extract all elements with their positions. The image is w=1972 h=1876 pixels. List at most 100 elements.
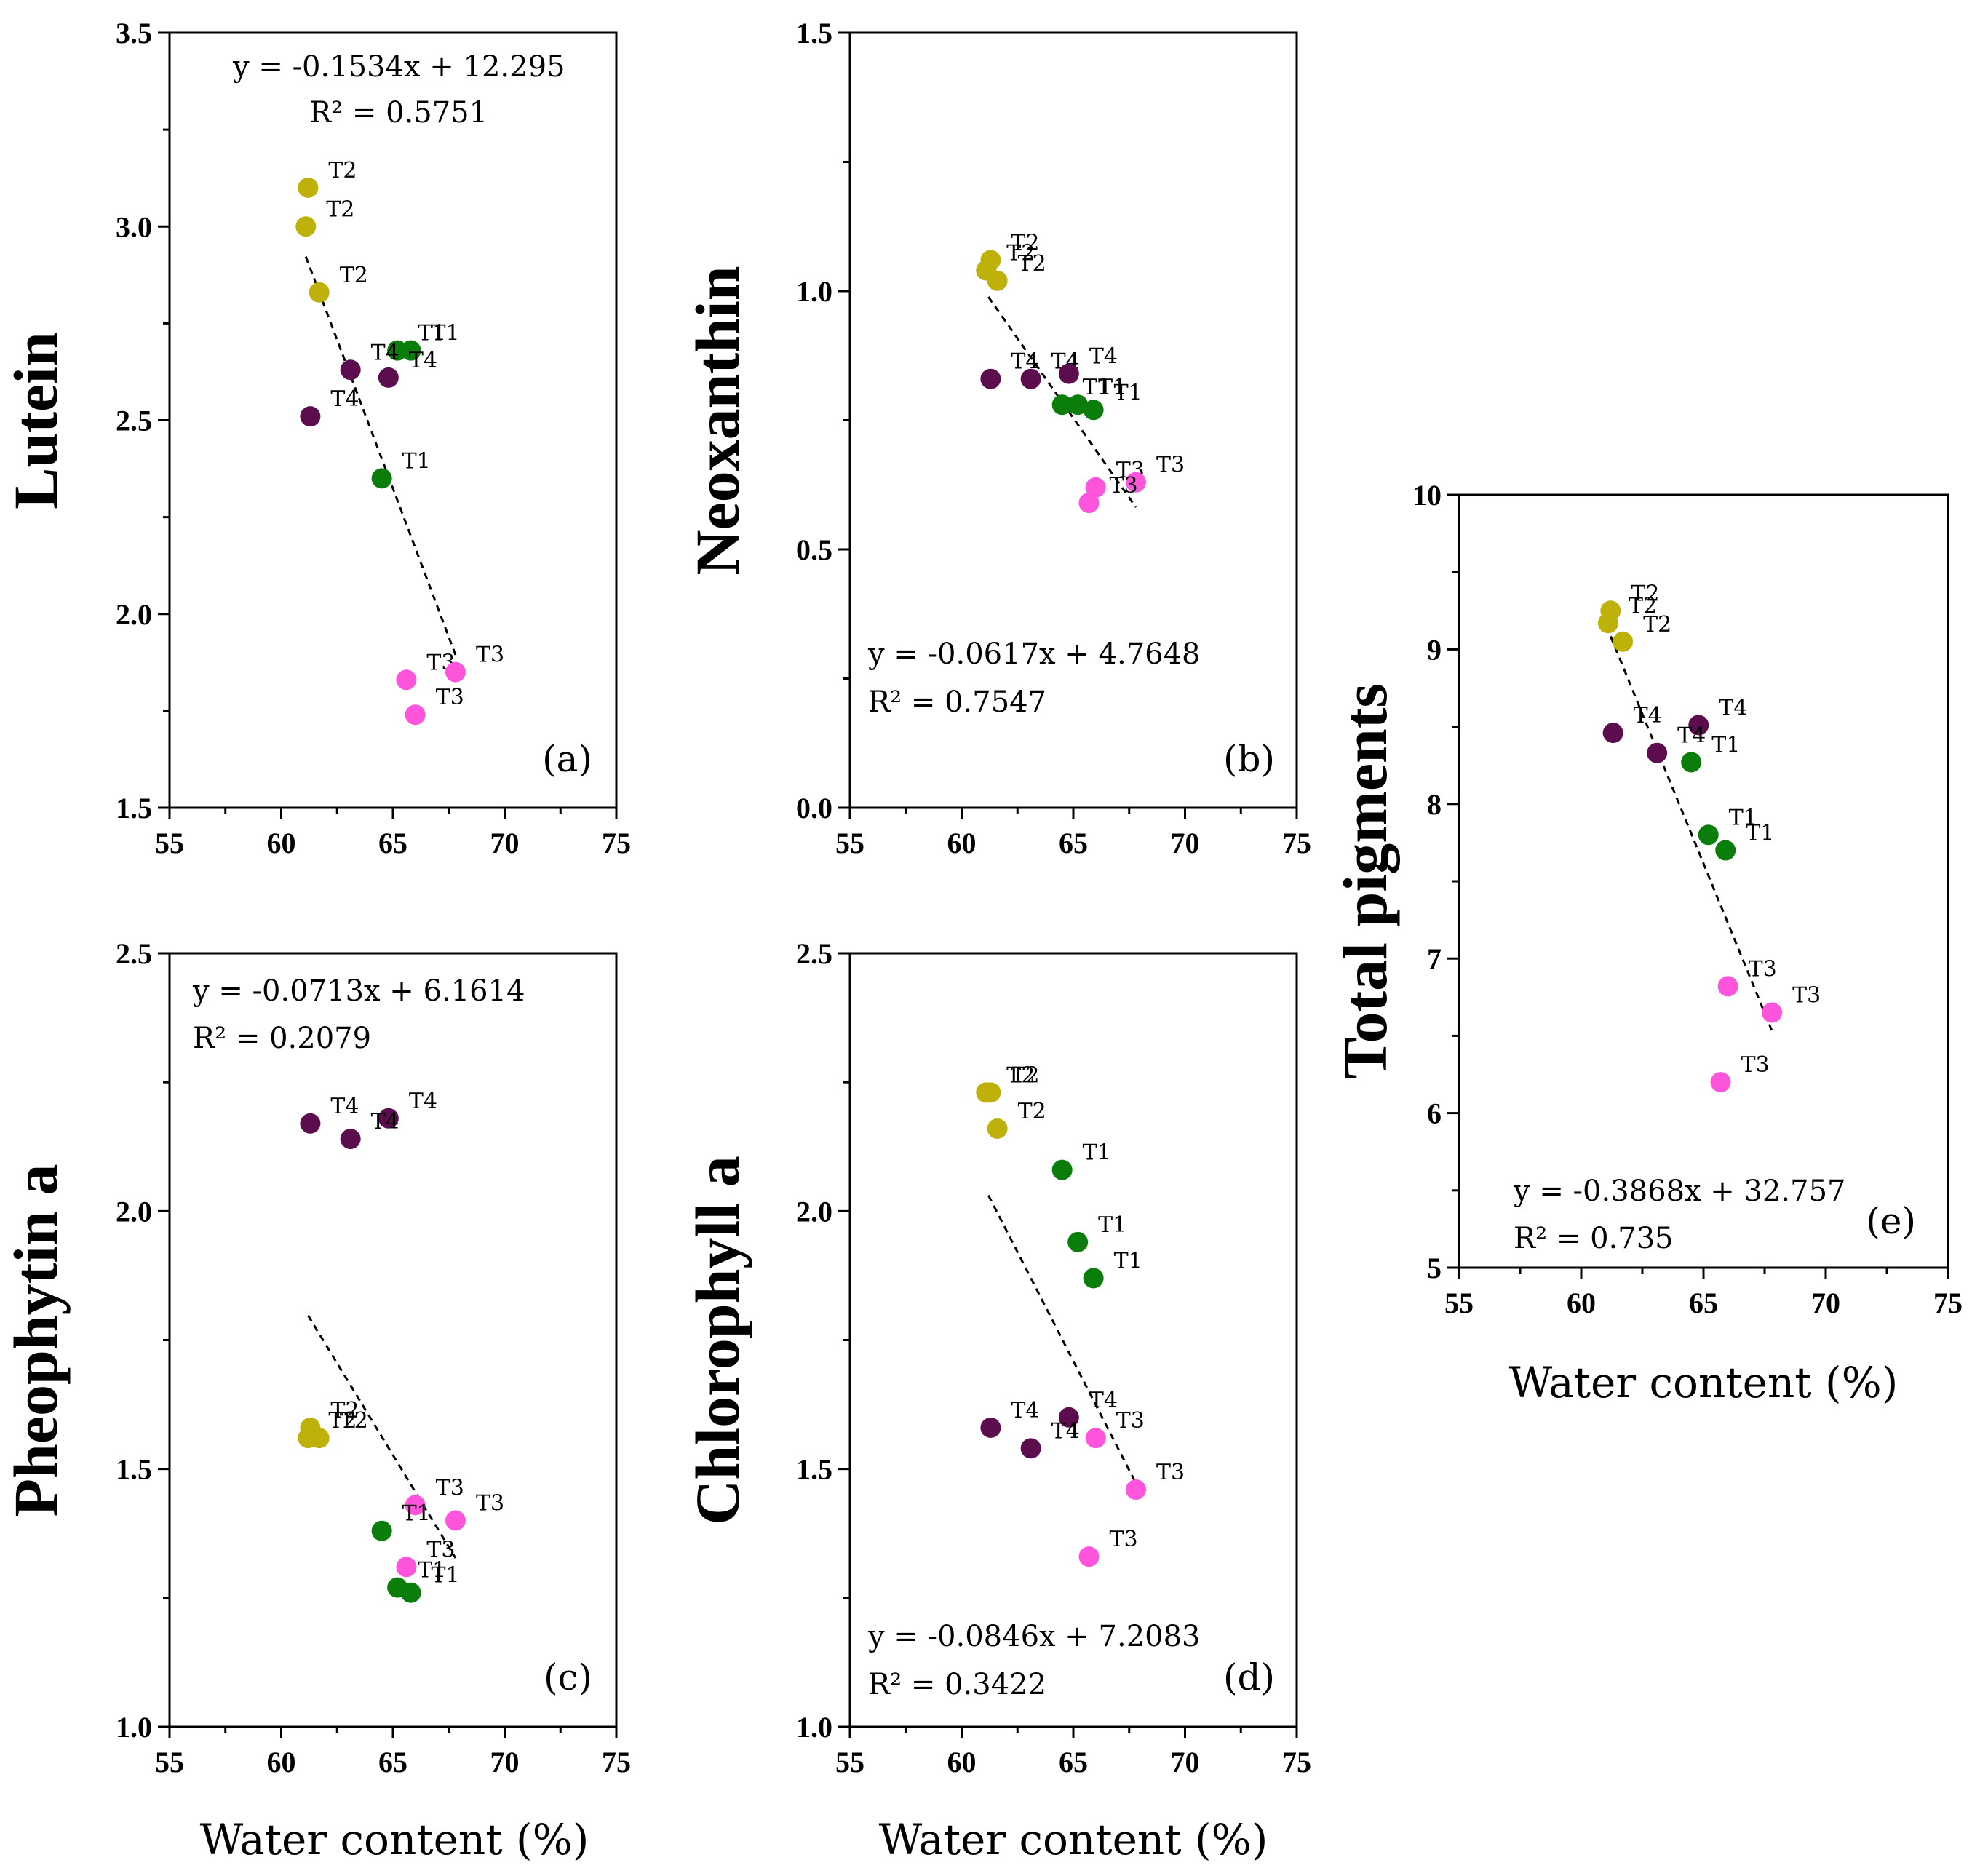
r-squared: R² = 0.735 <box>1514 1222 1674 1255</box>
data-point-t2 <box>987 270 1008 291</box>
point-label: T1 <box>432 1563 460 1589</box>
data-point-t2 <box>309 1428 330 1449</box>
point-label: T4 <box>1089 344 1118 370</box>
point-label: T3 <box>1792 983 1821 1009</box>
y-tick-label: 1.5 <box>116 1453 152 1486</box>
y-tick-label: 1.5 <box>796 1453 832 1486</box>
point-label: T2 <box>1018 1099 1046 1124</box>
point-label: T4 <box>371 1109 399 1134</box>
data-point-t1 <box>371 1520 392 1541</box>
r-squared: R² = 0.7547 <box>868 685 1046 719</box>
trend-line <box>1609 635 1773 1032</box>
y-tick-label: 0.0 <box>796 792 832 824</box>
data-point-t4 <box>340 1129 361 1150</box>
regression-equation: y = -0.1534x + 12.295 <box>232 50 565 84</box>
panel-d: 55 60 65 70 75 1.0 1.5 2.0 2.5 Chlorophyll a Water… <box>683 937 1311 1864</box>
y-tick-label: 1.5 <box>116 792 152 824</box>
data-point-t1 <box>1051 394 1073 416</box>
trend-line <box>304 256 457 656</box>
data-point-t2 <box>980 1082 1001 1103</box>
y-tick-label: 5 <box>1427 1252 1442 1284</box>
y-tick-label: 2.5 <box>796 937 832 970</box>
x-tick-label: 70 <box>1171 827 1200 859</box>
x-axis-label: Water content (%) <box>879 1815 1268 1864</box>
point-label: T3 <box>436 685 464 710</box>
regression-equation: y = -0.3868x + 32.757 <box>1513 1175 1845 1208</box>
point-label: T2 <box>1018 251 1046 277</box>
point-label: T4 <box>1089 1388 1118 1413</box>
regression-equation: y = -0.0713x + 6.1614 <box>192 974 525 1008</box>
point-label: T1 <box>1746 821 1774 846</box>
x-tick-label: 55 <box>155 827 184 859</box>
y-tick-label: 1.0 <box>796 275 832 308</box>
data-point-t4 <box>1058 363 1079 384</box>
data-point-t4 <box>1647 742 1668 763</box>
point-label: T4 <box>409 348 437 373</box>
point-label: T3 <box>476 1491 504 1517</box>
point-label: T2 <box>1006 241 1035 266</box>
y-tick-label: 8 <box>1427 788 1442 821</box>
panel-e: 55 60 65 70 75 5 6 7 8 9 10 Total pigments Water con… <box>1330 479 1963 1407</box>
r-squared: R² = 0.2079 <box>193 1022 371 1055</box>
y-tick-label: 1.0 <box>796 1711 832 1744</box>
data-point-t2 <box>1597 613 1618 634</box>
data-point-t1 <box>400 340 421 361</box>
point-label: T2 <box>328 1408 357 1434</box>
point-label: T2 <box>328 158 357 183</box>
point-label: T3 <box>426 1537 455 1562</box>
data-point-t1 <box>400 1582 421 1603</box>
point-label: T4 <box>371 340 399 365</box>
point-label: T3 <box>1156 453 1185 478</box>
point-label: T1 <box>418 321 446 346</box>
y-tick-label: 7 <box>1427 942 1442 975</box>
x-tick-label: 65 <box>1059 1746 1088 1778</box>
x-tick-label: 60 <box>1567 1287 1596 1319</box>
point-label: T4 <box>1719 695 1747 720</box>
data-point-t4 <box>1602 723 1623 744</box>
y-tick-label: 1.0 <box>116 1711 152 1744</box>
point-label: T1 <box>418 1558 446 1583</box>
point-label: T1 <box>1083 375 1111 400</box>
point-label: T4 <box>1011 1398 1039 1423</box>
y-tick-label: 2.0 <box>116 1195 152 1228</box>
x-tick-label: 65 <box>1689 1287 1718 1319</box>
data-point-t1 <box>371 468 392 489</box>
point-label: T3 <box>1109 473 1137 498</box>
x-tick-label: 55 <box>155 1746 184 1778</box>
data-point-t4 <box>1020 368 1041 389</box>
x-tick-label: 70 <box>490 827 520 859</box>
plot-frame <box>1458 493 1949 1269</box>
x-tick-label: 75 <box>602 827 631 859</box>
data-point-t3 <box>396 1557 417 1578</box>
point-label: T3 <box>1741 1052 1770 1078</box>
panel-a: 55 60 65 70 75 1.5 2.0 2.5 3.0 3.5 Lutein y = -0.15… <box>1 17 631 859</box>
x-axis-label: Water content (%) <box>1509 1358 1899 1407</box>
panel-tag: (e) <box>1866 1200 1916 1242</box>
point-label: T3 <box>1156 1460 1185 1485</box>
x-tick-label: 55 <box>1444 1287 1474 1319</box>
plot-frame <box>848 952 1298 1728</box>
y-tick-label: 1.5 <box>796 17 832 49</box>
x-tick-label: 70 <box>1811 1287 1840 1319</box>
x-tick-label: 65 <box>1059 827 1088 859</box>
data-point-t1 <box>1051 1159 1073 1180</box>
point-label: T2 <box>1011 1062 1039 1088</box>
y-tick-label: 9 <box>1427 633 1442 666</box>
x-tick-label: 55 <box>835 1746 864 1778</box>
x-tick-label: 60 <box>947 827 977 859</box>
point-label: T3 <box>1116 1408 1145 1434</box>
data-point-t1 <box>1715 840 1736 861</box>
panel-b: 55 60 65 70 75 0.0 0.5 1.0 1.5 Neoxanthin y = -0.0… <box>683 17 1311 859</box>
data-point-t3 <box>445 1510 466 1531</box>
panel-tag: (d) <box>1223 1656 1275 1698</box>
y-tick-label: 2.5 <box>116 405 152 437</box>
data-point-t1 <box>1698 824 1719 846</box>
y-tick-label: 3.5 <box>116 17 152 49</box>
x-tick-label: 75 <box>1282 1746 1311 1778</box>
plot-frame <box>168 31 618 809</box>
point-label: T1 <box>402 1501 431 1527</box>
point-label: T4 <box>330 1094 359 1119</box>
point-label: T3 <box>1749 956 1777 982</box>
point-label: T2 <box>1629 593 1657 619</box>
point-label: T1 <box>1083 1140 1111 1166</box>
